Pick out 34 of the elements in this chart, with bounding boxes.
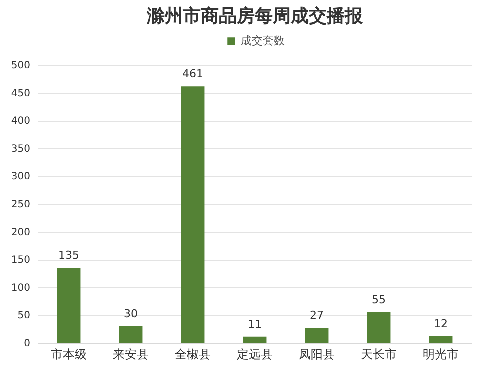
y-tick-label: 100 — [11, 282, 30, 294]
x-tick-label: 明光市 — [423, 348, 459, 362]
y-tick-label: 500 — [11, 60, 30, 72]
data-label: 55 — [372, 293, 386, 306]
bar — [429, 336, 453, 343]
y-tick-label: 350 — [11, 144, 30, 155]
y-tick-label: 450 — [11, 88, 30, 100]
x-tick-label: 凤阳县 — [299, 348, 335, 362]
x-tick-label: 全椒县 — [175, 348, 211, 362]
x-tick-label: 市本级 — [51, 348, 87, 362]
y-tick-label: 300 — [11, 172, 30, 183]
data-label: 461 — [182, 68, 204, 81]
bar — [181, 86, 205, 343]
data-label: 12 — [434, 317, 448, 330]
x-tick-label: 定远县 — [237, 348, 273, 362]
legend-label: 成交套数 — [241, 34, 285, 48]
y-tick-label: 0 — [24, 338, 30, 350]
data-label: 27 — [310, 308, 324, 322]
bar — [243, 336, 267, 343]
bar — [305, 328, 329, 343]
data-label: 11 — [248, 318, 262, 331]
data-label: 30 — [124, 307, 138, 320]
data-label: 135 — [58, 248, 80, 262]
chart-title: 滁州市商品房每周成交播报 — [146, 6, 364, 27]
y-tick-label: 50 — [18, 310, 30, 322]
y-tick-label: 400 — [11, 116, 30, 128]
y-tick-label: 150 — [11, 255, 30, 266]
x-tick-label: 来安县 — [113, 348, 149, 362]
bar — [57, 268, 81, 343]
x-tick-label: 天长市 — [361, 348, 397, 362]
y-tick-label: 200 — [11, 227, 30, 238]
bar — [367, 312, 391, 343]
bar — [119, 326, 143, 343]
y-tick-label: 250 — [11, 200, 30, 210]
